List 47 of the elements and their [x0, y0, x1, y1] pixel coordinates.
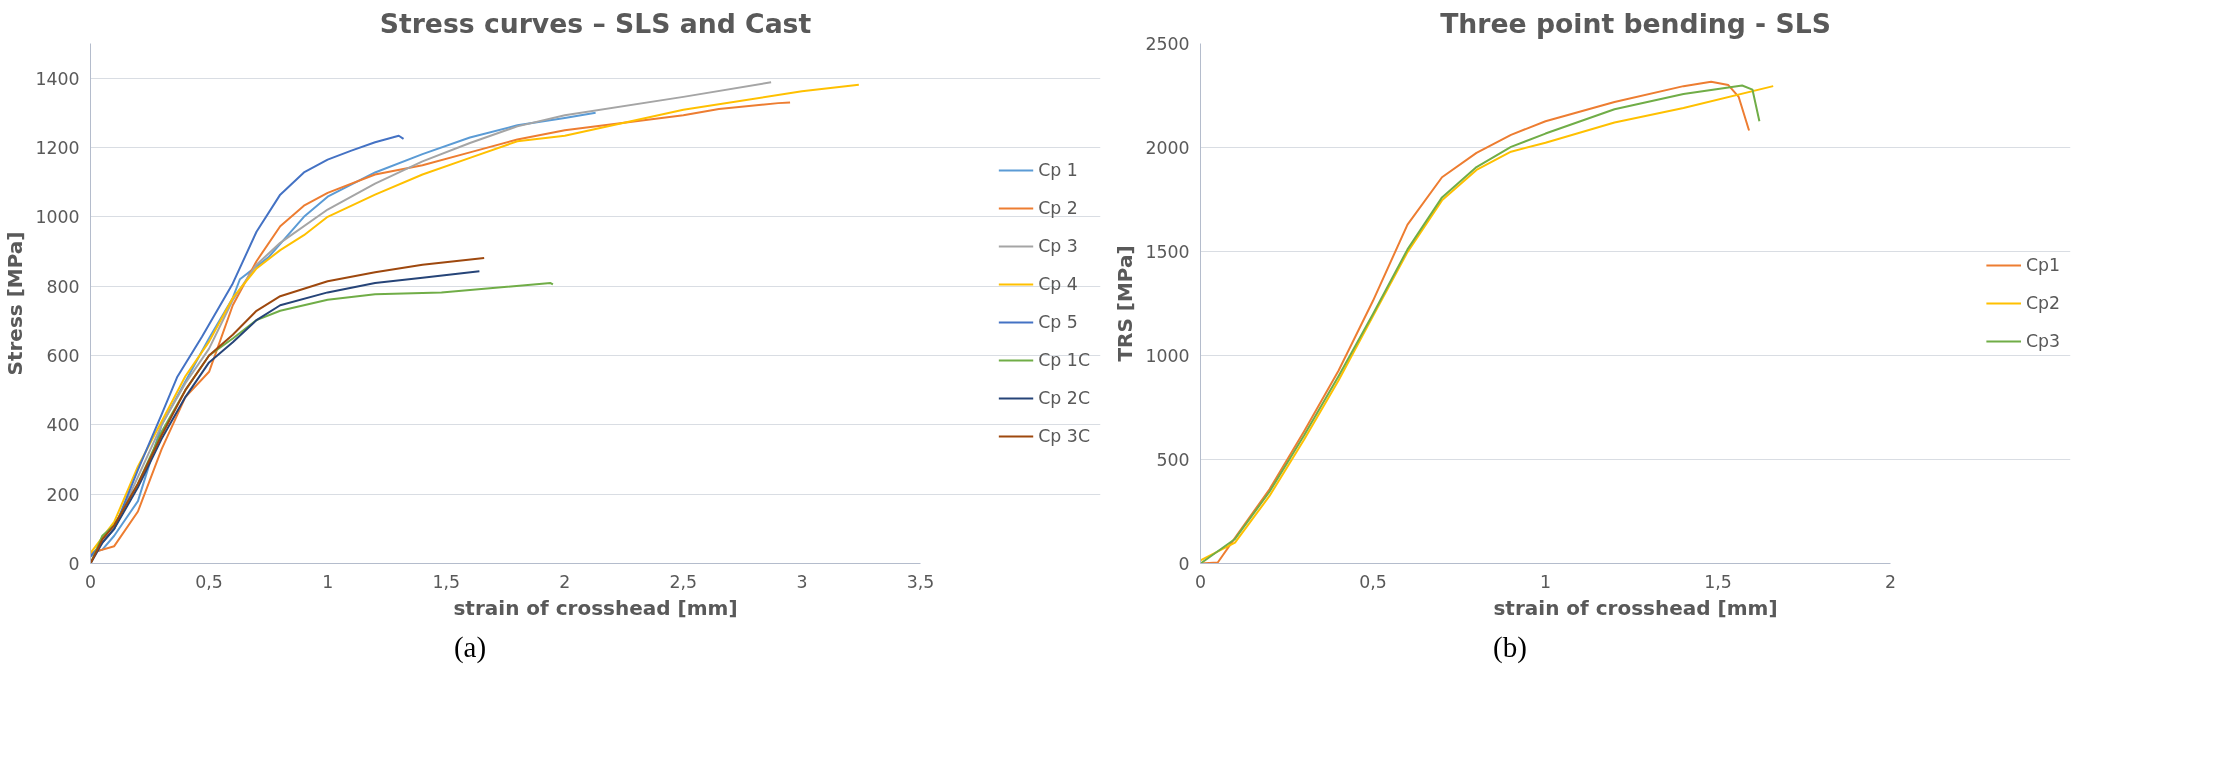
- y-tick-label: 1000: [1145, 346, 1190, 366]
- x-tick-label: 1,5: [432, 571, 460, 592]
- x-tick-label: 1: [1539, 571, 1552, 592]
- y-tick-label: 200: [46, 484, 80, 505]
- y-tick-label: 800: [46, 276, 80, 297]
- x-tick-label: 2,5: [669, 571, 698, 592]
- legend-label: Cp 2C: [1038, 388, 1090, 408]
- x-tick-label: 2: [1884, 571, 1897, 592]
- y-tick-label: 500: [1156, 450, 1190, 470]
- x-axis-title: strain of crosshead [mm]: [453, 595, 738, 620]
- y-tick-label: 1400: [35, 68, 80, 89]
- legend-label: Cp 2: [1038, 198, 1078, 218]
- legend-label: Cp 3C: [1038, 426, 1090, 446]
- line-series: [90, 134, 405, 558]
- y-tick-label: 400: [46, 415, 80, 436]
- legend-label: Cp 1: [1038, 160, 1078, 180]
- legend-label: Cp1: [2025, 255, 2060, 275]
- x-tick-label: 1,5: [1704, 571, 1732, 592]
- legend-label: Cp 4: [1038, 274, 1078, 294]
- legend-label: Cp 3: [1038, 236, 1078, 256]
- legend-label: Cp2: [2025, 293, 2060, 313]
- y-tick-label: 0: [1178, 554, 1190, 574]
- x-tick-label: 3: [796, 571, 808, 592]
- legend-label: Cp 1C: [1038, 350, 1090, 370]
- legend-label: Cp 5: [1038, 312, 1078, 332]
- y-tick-label: 1000: [35, 207, 80, 228]
- x-tick-label: 0: [1194, 571, 1207, 592]
- chart-title: Three point bending - SLS: [1440, 7, 1831, 39]
- y-tick-label: 0: [68, 554, 80, 574]
- text: (b): [1493, 630, 1527, 665]
- x-tick-label: 0,5: [1359, 571, 1387, 592]
- y-tick-label: 2500: [1145, 34, 1190, 54]
- x-tick-label: 3,5: [906, 571, 935, 592]
- y-axis-title: Stress [MPa]: [3, 231, 28, 376]
- y-tick-label: 2000: [1145, 138, 1190, 158]
- legend-label: Cp3: [2025, 331, 2060, 351]
- text: (a): [453, 630, 487, 665]
- y-tick-label: 600: [46, 346, 80, 366]
- x-tick-label: 0: [84, 571, 97, 592]
- x-tick-label: 0,5: [195, 571, 223, 592]
- x-tick-label: 1: [322, 571, 334, 592]
- y-axis-title: TRS [MPa]: [1113, 245, 1138, 362]
- x-tick-label: 2: [559, 571, 571, 592]
- chart-title: Stress curves – SLS and Cast: [379, 7, 812, 39]
- x-axis-title: strain of crosshead [mm]: [1493, 595, 1778, 620]
- y-tick-label: 1200: [35, 138, 80, 158]
- y-tick-label: 1500: [1145, 242, 1190, 262]
